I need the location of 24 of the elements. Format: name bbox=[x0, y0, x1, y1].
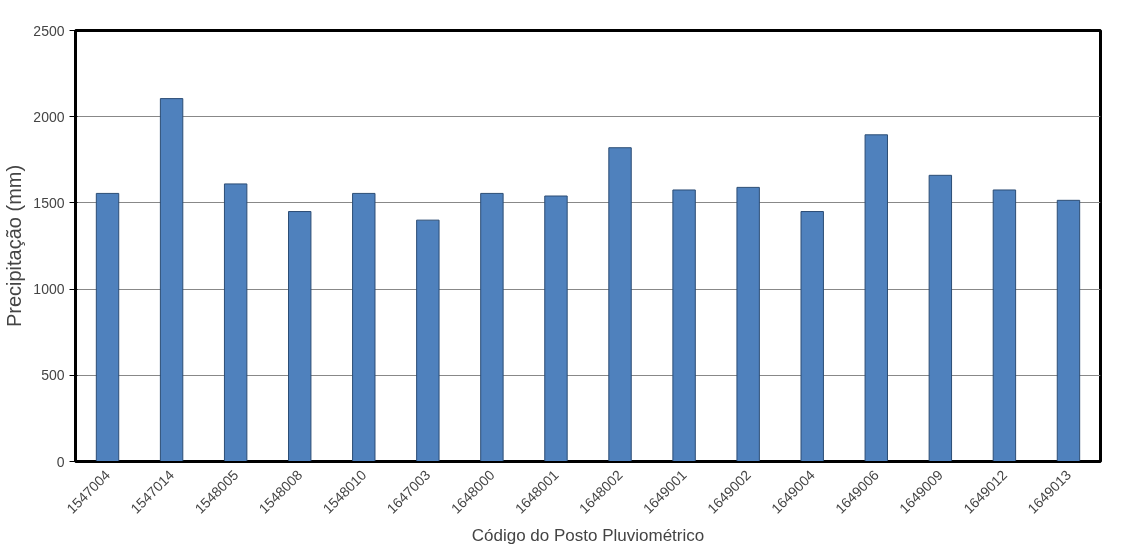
x-axis-title: Código do Posto Pluviométrico bbox=[471, 526, 705, 546]
bar bbox=[159, 98, 184, 462]
bar bbox=[288, 211, 312, 462]
y-axis-title: Precipitação (mm) bbox=[3, 164, 26, 328]
bar bbox=[95, 192, 120, 462]
bar bbox=[1056, 199, 1081, 462]
bar bbox=[800, 211, 824, 462]
bar bbox=[736, 186, 760, 462]
y-tick-label: 2000 bbox=[33, 108, 65, 125]
y-tick-label: 2500 bbox=[33, 22, 65, 39]
y-tick-label: 0 bbox=[56, 453, 65, 470]
bar bbox=[992, 189, 1017, 462]
bar bbox=[608, 147, 632, 462]
y-tick-label: 500 bbox=[41, 367, 65, 384]
bar bbox=[480, 192, 504, 462]
bar bbox=[928, 174, 953, 462]
bar bbox=[352, 192, 376, 462]
y-tick-label: 1500 bbox=[33, 194, 65, 211]
bar bbox=[864, 134, 888, 462]
bar bbox=[223, 183, 248, 462]
bar bbox=[544, 195, 568, 462]
bar bbox=[672, 189, 696, 462]
y-tick-label: 1000 bbox=[33, 281, 65, 298]
bar bbox=[416, 219, 440, 462]
